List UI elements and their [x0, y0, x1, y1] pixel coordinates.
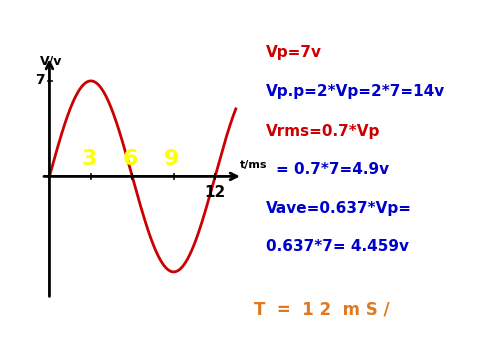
- Text: Vrms=0.7*Vp: Vrms=0.7*Vp: [266, 124, 381, 139]
- Text: Vave=0.637*Vp=: Vave=0.637*Vp=: [266, 201, 412, 216]
- Text: 0.637*7= 4.459v: 0.637*7= 4.459v: [266, 239, 409, 254]
- Text: 7: 7: [35, 73, 45, 87]
- Text: V/v: V/v: [40, 54, 62, 68]
- Text: 9: 9: [164, 149, 180, 170]
- Text: T  =  1 2  m S /: T = 1 2 m S /: [254, 301, 390, 319]
- Text: Vp.p=2*Vp=2*7=14v: Vp.p=2*Vp=2*7=14v: [266, 84, 445, 99]
- Text: 12: 12: [204, 185, 226, 200]
- Text: 3: 3: [81, 149, 96, 170]
- Text: Vp=7v: Vp=7v: [266, 45, 323, 60]
- Text: t/ms: t/ms: [240, 160, 267, 170]
- Text: = 0.7*7=4.9v: = 0.7*7=4.9v: [276, 162, 389, 177]
- Text: 6: 6: [122, 149, 138, 170]
